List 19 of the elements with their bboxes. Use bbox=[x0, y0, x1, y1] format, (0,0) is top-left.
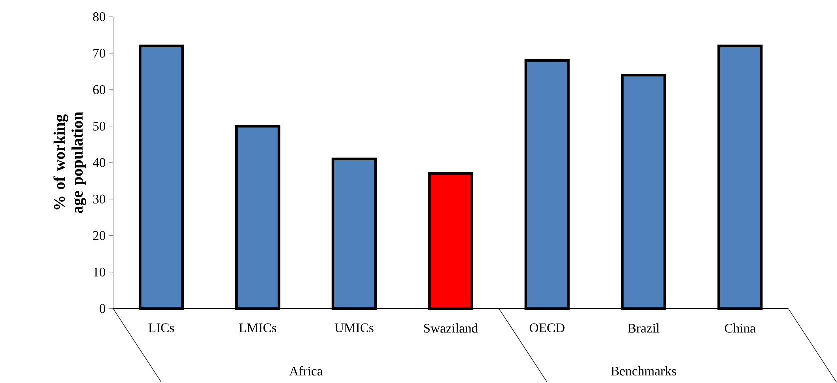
y-tick-label: 50 bbox=[94, 122, 106, 131]
y-tick-label: 70 bbox=[94, 49, 106, 58]
x-tick-label: LICs bbox=[148, 324, 174, 333]
text: Benchmarks bbox=[611, 366, 676, 376]
y-tick-label: 30 bbox=[93, 195, 106, 204]
y-tick-label: 20 bbox=[93, 232, 106, 240]
x-tick-label: LMICs bbox=[239, 324, 277, 333]
text: Africa bbox=[290, 366, 323, 376]
y-tick-label: 80 bbox=[93, 12, 106, 22]
x-tick-label: Swaziland bbox=[424, 324, 478, 334]
x-tick-label: China bbox=[725, 324, 756, 334]
y-tick-label: 60 bbox=[93, 86, 106, 95]
y-tick-label: 40 bbox=[93, 158, 106, 168]
x-tick-label: OECD bbox=[530, 324, 565, 333]
x-tick-label: UMICs bbox=[334, 324, 374, 333]
y-axis-title: % of working age population bbox=[54, 112, 86, 214]
x-tick-label: Brazil bbox=[628, 324, 660, 334]
y-tick-label: 10 bbox=[94, 268, 106, 277]
y-tick-label: 0 bbox=[100, 304, 106, 314]
